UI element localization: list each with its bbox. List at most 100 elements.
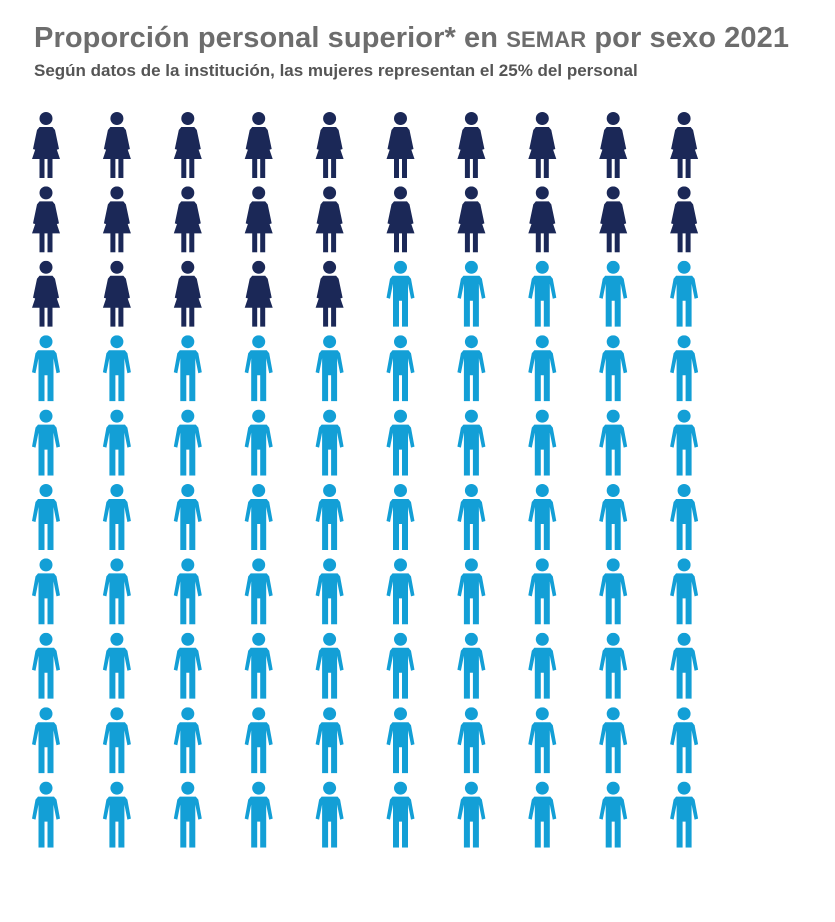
man-icon xyxy=(102,707,131,774)
woman-icon xyxy=(457,112,486,178)
man-icon xyxy=(244,707,273,774)
man-icon xyxy=(670,558,699,625)
man-icon xyxy=(315,632,344,699)
woman-icon xyxy=(32,186,60,253)
man-icon xyxy=(599,260,628,327)
man-icon xyxy=(528,781,557,848)
woman-icon xyxy=(670,112,699,178)
man-icon xyxy=(599,707,628,774)
woman-icon xyxy=(32,260,60,327)
woman-icon xyxy=(386,112,415,178)
woman-icon xyxy=(315,112,344,178)
man-icon xyxy=(528,260,557,327)
man-icon xyxy=(315,707,344,774)
man-icon xyxy=(102,558,131,625)
man-icon xyxy=(244,632,273,699)
man-icon xyxy=(244,484,273,550)
man-icon xyxy=(173,707,202,774)
man-icon xyxy=(244,409,273,476)
man-icon xyxy=(599,335,628,402)
man-icon xyxy=(457,335,486,402)
man-icon xyxy=(670,484,699,550)
icon-grid xyxy=(32,112,699,848)
man-icon xyxy=(599,409,628,476)
woman-icon xyxy=(599,112,628,178)
woman-icon xyxy=(670,186,699,253)
man-icon xyxy=(528,484,557,550)
man-icon xyxy=(244,335,273,402)
woman-icon xyxy=(315,186,344,253)
woman-icon xyxy=(244,186,273,253)
title-text-before: Proporción personal superior* en xyxy=(34,22,507,54)
chart-title: Proporción personal superior* en SEMAR p… xyxy=(34,22,789,55)
man-icon xyxy=(315,409,344,476)
woman-icon xyxy=(528,186,557,253)
woman-icon xyxy=(244,112,273,178)
man-icon xyxy=(244,558,273,625)
man-icon xyxy=(457,558,486,625)
man-icon xyxy=(173,558,202,625)
man-icon xyxy=(32,484,60,550)
man-icon xyxy=(102,409,131,476)
man-icon xyxy=(386,632,415,699)
woman-icon xyxy=(102,186,131,253)
woman-icon xyxy=(173,260,202,327)
man-icon xyxy=(32,409,60,476)
man-icon xyxy=(599,781,628,848)
woman-icon xyxy=(102,112,131,178)
man-icon xyxy=(173,484,202,550)
woman-icon xyxy=(599,186,628,253)
man-icon xyxy=(386,558,415,625)
man-icon xyxy=(528,632,557,699)
woman-icon xyxy=(244,260,273,327)
man-icon xyxy=(670,260,699,327)
man-icon xyxy=(670,632,699,699)
man-icon xyxy=(315,781,344,848)
man-icon xyxy=(386,484,415,550)
man-icon xyxy=(32,632,60,699)
man-icon xyxy=(32,335,60,402)
woman-icon xyxy=(173,112,202,178)
man-icon xyxy=(457,260,486,327)
man-icon xyxy=(173,781,202,848)
man-icon xyxy=(457,632,486,699)
man-icon xyxy=(599,558,628,625)
chart-subtitle: Según datos de la institución, las mujer… xyxy=(34,61,638,80)
man-icon xyxy=(670,335,699,402)
man-icon xyxy=(528,558,557,625)
man-icon xyxy=(315,335,344,402)
man-icon xyxy=(528,335,557,402)
man-icon xyxy=(173,335,202,402)
man-icon xyxy=(599,484,628,550)
woman-icon xyxy=(315,260,344,327)
woman-icon xyxy=(173,186,202,253)
man-icon xyxy=(457,707,486,774)
man-icon xyxy=(386,707,415,774)
man-icon xyxy=(457,409,486,476)
man-icon xyxy=(102,484,131,550)
man-icon xyxy=(315,484,344,550)
man-icon xyxy=(244,781,273,848)
man-icon xyxy=(386,260,415,327)
woman-icon xyxy=(102,260,131,327)
man-icon xyxy=(670,781,699,848)
woman-icon xyxy=(386,186,415,253)
man-icon xyxy=(528,409,557,476)
man-icon xyxy=(32,558,60,625)
man-icon xyxy=(599,632,628,699)
man-icon xyxy=(102,632,131,699)
man-icon xyxy=(386,781,415,848)
man-icon xyxy=(32,707,60,774)
man-icon xyxy=(457,484,486,550)
woman-icon xyxy=(32,112,60,178)
man-icon xyxy=(670,409,699,476)
man-icon xyxy=(386,409,415,476)
man-icon xyxy=(173,409,202,476)
man-icon xyxy=(102,781,131,848)
title-acronym: SEMAR xyxy=(506,27,587,52)
man-icon xyxy=(528,707,557,774)
man-icon xyxy=(386,335,415,402)
man-icon xyxy=(102,335,131,402)
man-icon xyxy=(173,632,202,699)
